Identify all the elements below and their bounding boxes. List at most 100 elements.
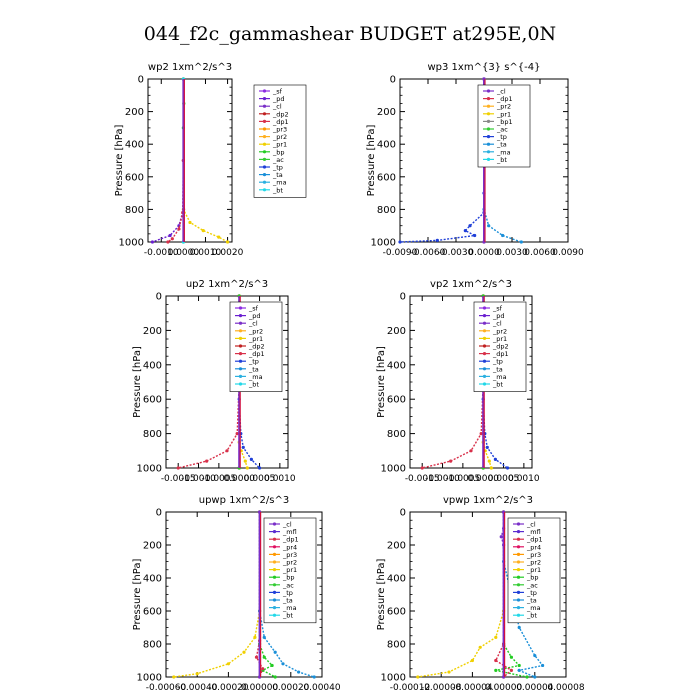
data-point	[541, 663, 545, 668]
data-point	[176, 466, 180, 470]
legend-marker	[272, 530, 277, 534]
data-point	[257, 466, 262, 470]
data-point	[463, 228, 467, 233]
y-tick-label: 1000	[137, 673, 162, 684]
data-point	[494, 635, 498, 640]
legend-marker	[486, 142, 491, 146]
x-tick-label: -0.0005	[201, 474, 236, 484]
x-tick-label: 0.0090	[552, 248, 584, 258]
data-point	[473, 233, 477, 238]
plot-frame	[147, 78, 233, 243]
panel-title: wp2 1xm^2/s^3	[148, 62, 232, 73]
data-point	[225, 240, 230, 244]
y-tick-label: 400	[387, 574, 406, 585]
data-point	[261, 667, 265, 671]
x-tick-label: -0.00020	[208, 683, 249, 693]
data-point	[501, 233, 505, 238]
legend-marker	[516, 537, 521, 541]
series-line-dp1	[167, 79, 185, 243]
legend-label: _dp1	[496, 95, 513, 103]
data-point	[297, 670, 301, 674]
legend-label: _ta	[526, 597, 537, 605]
data-point	[489, 466, 493, 470]
legend-label: _tp	[526, 589, 537, 597]
legend-marker	[486, 104, 491, 108]
data-point	[525, 675, 529, 679]
data-point	[416, 675, 420, 679]
chart-panel-5: upwp 1xm^2/s^3 0 200 400 600 800 1000 Pressure …	[132, 495, 341, 693]
legend-marker	[482, 344, 487, 348]
data-point	[281, 662, 285, 666]
legend-marker	[238, 314, 243, 318]
panel-title: vp2 1xm^2/s^3	[430, 279, 512, 290]
y-tick-label: 800	[143, 640, 162, 651]
legend-marker	[272, 590, 277, 595]
series-line-pr1	[173, 512, 261, 678]
legend-marker	[486, 112, 491, 116]
legend-marker	[238, 306, 243, 310]
legend-marker	[262, 89, 267, 93]
legend-marker	[238, 344, 243, 348]
data-point	[262, 635, 266, 640]
legend-marker	[262, 97, 267, 101]
legend-marker	[272, 568, 277, 572]
legend-marker	[516, 583, 521, 587]
legend-label: _bp1	[496, 118, 513, 126]
legend-marker	[516, 552, 521, 557]
x-tick-label: 0.0005	[488, 474, 520, 484]
legend-marker	[262, 165, 267, 169]
data-point	[533, 653, 537, 658]
y-axis-label: Pressure [hPa]	[132, 559, 143, 631]
data-point	[493, 457, 497, 461]
legend-label: _ac	[282, 581, 294, 589]
legend-label: _cl	[492, 320, 502, 328]
data-point	[517, 663, 521, 668]
x-tick-label: 0.00008	[547, 683, 584, 693]
series-line-pd	[152, 79, 185, 243]
x-tick-label: -0.0060	[411, 248, 446, 258]
data-point	[242, 650, 246, 654]
data-point	[398, 240, 402, 244]
data-point	[249, 457, 253, 461]
legend-label: _dp1	[526, 536, 543, 544]
data-point	[273, 650, 277, 654]
x-tick-label: 0.0000	[223, 474, 255, 484]
legend-marker	[482, 374, 487, 378]
y-tick-label: 600	[125, 172, 144, 183]
legend-marker	[486, 97, 491, 101]
data-point	[273, 675, 277, 679]
legend-label: _bt	[282, 612, 293, 620]
legend-marker	[486, 150, 491, 154]
series-line-ta	[502, 512, 544, 678]
legend-marker	[262, 104, 267, 108]
data-point	[170, 237, 174, 241]
y-tick-label: 1000	[371, 238, 396, 249]
data-point	[449, 459, 453, 463]
x-tick-label: 0.0000	[467, 474, 499, 484]
legend-marker	[272, 545, 277, 549]
chart-panel-2: wp3 1xm^{3} s^{-4} 0 200 400 600 800 1000 Press…	[366, 62, 584, 258]
data-point	[262, 655, 266, 659]
data-point	[519, 240, 523, 244]
data-point	[270, 663, 274, 668]
y-tick-label: 600	[143, 607, 162, 618]
y-axis-label: Pressure [hPa]	[366, 125, 377, 197]
legend-label: _pr1	[492, 335, 507, 343]
y-tick-label: 600	[387, 395, 406, 406]
legend-label: _ma	[492, 373, 507, 381]
legend-label: _pr3	[526, 551, 541, 559]
x-tick-label: 0.00004	[516, 683, 553, 693]
legend-label: _ac	[526, 581, 538, 589]
legend: _sf_pd_cl_pr2_pr1_dp2_dp1_tp_ta_ma_bt	[229, 301, 283, 392]
x-tick-label: -0.00040	[177, 683, 218, 693]
chart-panel-3: up2 1xm^2/s^3 0 200 400 600 800 1000 Pressure […	[132, 279, 296, 484]
x-tick-label: 0.00020	[272, 683, 309, 693]
legend-label: _pd	[492, 312, 505, 320]
legend-label: _pr2	[496, 103, 511, 111]
x-tick-label: -0.0010	[181, 474, 216, 484]
y-tick-label: 0	[138, 75, 144, 86]
panel-title: vpwp 1xm^2/s^3	[443, 495, 533, 506]
y-tick-label: 200	[143, 326, 162, 337]
legend-marker	[486, 127, 491, 131]
y-tick-label: 400	[387, 360, 406, 371]
